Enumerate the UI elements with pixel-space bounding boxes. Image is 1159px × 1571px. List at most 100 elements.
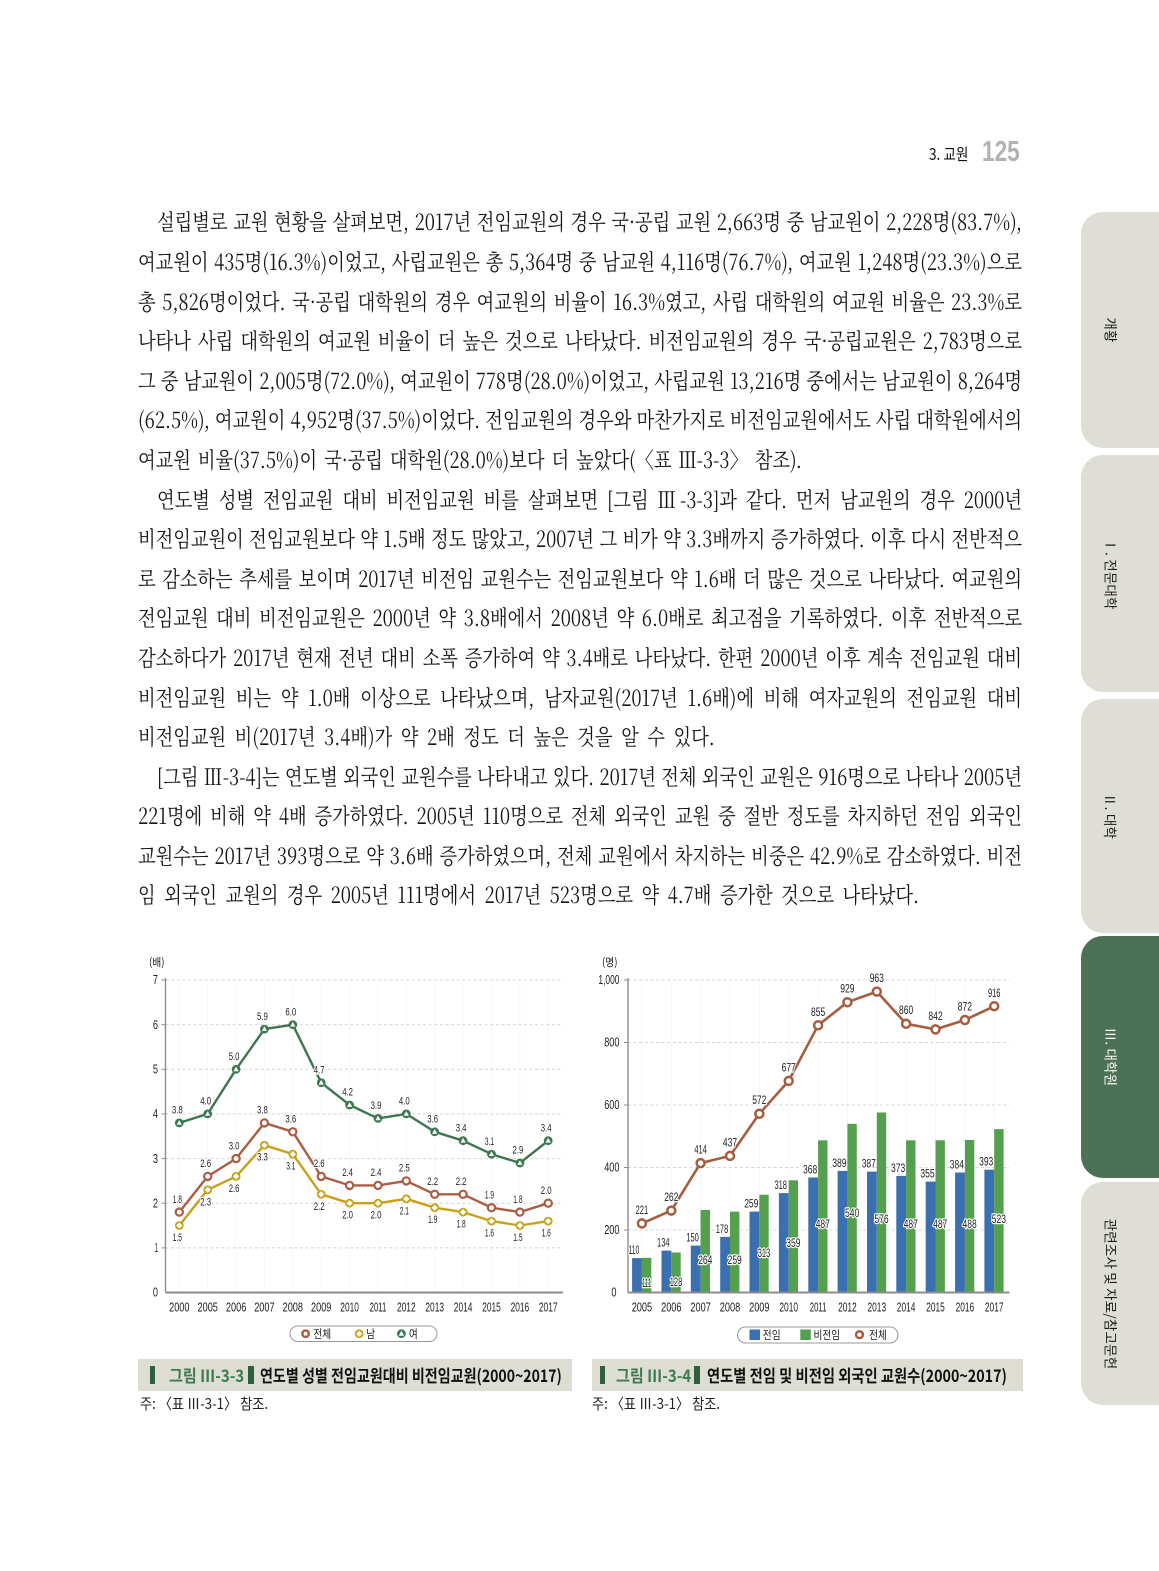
svg-text:2010: 2010 xyxy=(779,1301,798,1315)
svg-text:487: 487 xyxy=(904,1218,918,1231)
svg-text:1.5: 1.5 xyxy=(173,1232,182,1244)
svg-text:2006: 2006 xyxy=(661,1301,681,1315)
svg-text:2.3: 2.3 xyxy=(200,1196,211,1208)
svg-text:2.4: 2.4 xyxy=(371,1167,382,1179)
svg-text:110: 110 xyxy=(629,1244,640,1257)
svg-text:860: 860 xyxy=(899,1004,913,1017)
svg-text:4.2: 4.2 xyxy=(342,1087,353,1099)
svg-text:2.0: 2.0 xyxy=(541,1185,552,1197)
svg-text:2012: 2012 xyxy=(397,1301,416,1315)
svg-text:2009: 2009 xyxy=(749,1301,769,1315)
svg-text:6.0: 6.0 xyxy=(285,1006,296,1018)
svg-text:(배): (배) xyxy=(149,954,165,970)
svg-text:3.8: 3.8 xyxy=(172,1105,183,1117)
svg-text:3.3: 3.3 xyxy=(257,1152,268,1164)
svg-text:487: 487 xyxy=(933,1218,947,1231)
svg-text:2007: 2007 xyxy=(690,1301,710,1315)
svg-text:5: 5 xyxy=(153,1063,158,1077)
svg-text:3.4: 3.4 xyxy=(456,1122,467,1134)
svg-text:0: 0 xyxy=(611,1286,616,1300)
svg-text:576: 576 xyxy=(874,1213,888,1226)
svg-text:359: 359 xyxy=(786,1237,800,1250)
svg-text:855: 855 xyxy=(811,1006,825,1019)
svg-text:2008: 2008 xyxy=(283,1301,303,1315)
svg-text:1.6: 1.6 xyxy=(542,1228,551,1240)
svg-text:2.9: 2.9 xyxy=(513,1145,524,1157)
svg-text:2.0: 2.0 xyxy=(342,1210,353,1222)
svg-text:3.8: 3.8 xyxy=(257,1105,268,1117)
svg-text:4.0: 4.0 xyxy=(399,1096,410,1108)
svg-text:2017: 2017 xyxy=(985,1301,1004,1315)
svg-text:264: 264 xyxy=(698,1254,713,1267)
svg-text:963: 963 xyxy=(870,972,884,985)
svg-text:150: 150 xyxy=(686,1232,699,1245)
svg-text:2016: 2016 xyxy=(956,1301,975,1315)
svg-text:(명): (명) xyxy=(602,954,618,970)
svg-text:2.5: 2.5 xyxy=(399,1163,410,1175)
svg-text:3: 3 xyxy=(153,1152,158,1166)
svg-text:2010: 2010 xyxy=(340,1301,359,1315)
svg-text:134: 134 xyxy=(657,1237,670,1250)
svg-text:842: 842 xyxy=(928,1010,942,1023)
svg-text:1.8: 1.8 xyxy=(513,1194,522,1206)
svg-text:2.4: 2.4 xyxy=(342,1167,353,1179)
svg-text:2.1: 2.1 xyxy=(400,1205,409,1217)
svg-text:2014: 2014 xyxy=(454,1301,473,1315)
svg-text:540: 540 xyxy=(845,1207,859,1220)
svg-text:1.5: 1.5 xyxy=(513,1232,522,1244)
svg-text:2.0: 2.0 xyxy=(371,1210,382,1222)
svg-text:259: 259 xyxy=(728,1254,742,1267)
svg-text:2009: 2009 xyxy=(311,1301,331,1315)
svg-text:221: 221 xyxy=(636,1204,649,1217)
svg-text:929: 929 xyxy=(840,983,854,996)
svg-text:414: 414 xyxy=(694,1144,707,1157)
svg-text:3.1: 3.1 xyxy=(286,1161,295,1173)
svg-text:2.6: 2.6 xyxy=(314,1158,325,1170)
svg-text:488: 488 xyxy=(963,1218,977,1231)
svg-text:3.6: 3.6 xyxy=(285,1114,296,1126)
svg-text:6: 6 xyxy=(153,1018,158,1032)
svg-text:2.6: 2.6 xyxy=(229,1183,240,1195)
svg-text:3.0: 3.0 xyxy=(229,1140,240,1152)
svg-text:0: 0 xyxy=(153,1286,158,1300)
svg-text:비전임: 비전임 xyxy=(814,1327,841,1343)
svg-text:111: 111 xyxy=(642,1277,651,1290)
svg-text:313: 313 xyxy=(758,1247,771,1260)
svg-text:1.9: 1.9 xyxy=(428,1214,437,1226)
svg-text:1.8: 1.8 xyxy=(173,1194,182,1206)
svg-text:2.2: 2.2 xyxy=(456,1176,467,1188)
svg-text:4.0: 4.0 xyxy=(200,1096,211,1108)
svg-text:5.0: 5.0 xyxy=(229,1051,240,1063)
svg-text:1.9: 1.9 xyxy=(485,1189,494,1201)
svg-text:2011: 2011 xyxy=(810,1301,827,1315)
svg-text:318: 318 xyxy=(774,1179,787,1192)
svg-text:전체: 전체 xyxy=(869,1327,887,1343)
svg-text:400: 400 xyxy=(604,1161,619,1175)
svg-text:384: 384 xyxy=(950,1159,965,1172)
svg-text:2011: 2011 xyxy=(370,1301,387,1315)
svg-text:437: 437 xyxy=(723,1136,737,1149)
svg-text:3.4: 3.4 xyxy=(541,1122,552,1134)
svg-text:2017: 2017 xyxy=(539,1301,558,1315)
svg-text:677: 677 xyxy=(782,1061,796,1074)
svg-text:387: 387 xyxy=(862,1158,876,1171)
svg-text:2005: 2005 xyxy=(198,1301,218,1315)
svg-text:2000: 2000 xyxy=(169,1301,189,1315)
svg-text:7: 7 xyxy=(153,973,158,987)
svg-text:전체: 전체 xyxy=(313,1326,331,1342)
svg-text:여: 여 xyxy=(409,1326,418,1342)
svg-text:800: 800 xyxy=(604,1036,619,1050)
svg-text:남: 남 xyxy=(366,1326,375,1342)
svg-text:355: 355 xyxy=(920,1168,934,1181)
svg-text:600: 600 xyxy=(604,1098,619,1112)
svg-text:200: 200 xyxy=(604,1223,619,1237)
svg-text:4.7: 4.7 xyxy=(314,1064,325,1076)
svg-text:2005: 2005 xyxy=(632,1301,652,1315)
svg-text:2.2: 2.2 xyxy=(427,1176,438,1188)
svg-text:2013: 2013 xyxy=(425,1301,444,1315)
svg-text:572: 572 xyxy=(752,1094,766,1107)
svg-text:2013: 2013 xyxy=(868,1301,887,1315)
svg-text:487: 487 xyxy=(816,1218,830,1231)
svg-text:389: 389 xyxy=(832,1157,846,1170)
svg-text:2015: 2015 xyxy=(926,1301,945,1315)
